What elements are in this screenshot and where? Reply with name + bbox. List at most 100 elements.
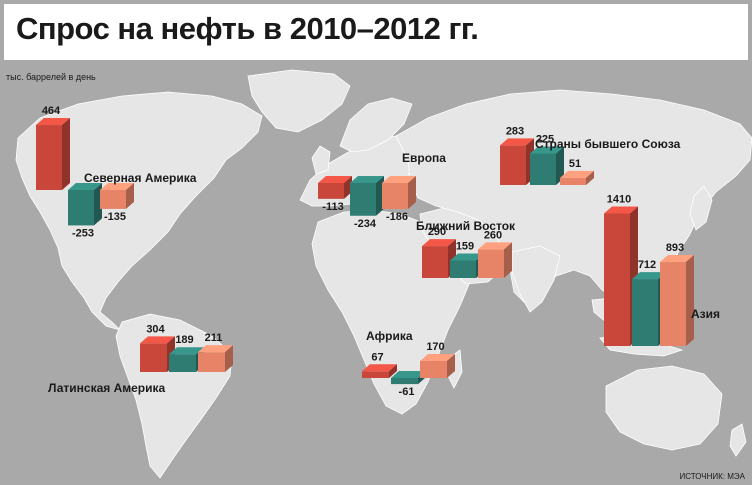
bar-side <box>62 118 70 190</box>
bar <box>362 364 397 378</box>
scandinavia-landmass <box>339 97 413 153</box>
value-label: 260 <box>484 229 502 241</box>
bar-top <box>391 371 426 378</box>
bar-front <box>632 279 658 346</box>
bar-front <box>660 262 686 346</box>
bar-side <box>686 255 694 346</box>
bar-front <box>100 190 126 209</box>
bar-front <box>422 246 448 278</box>
bar-front <box>169 354 196 372</box>
uk-landmass <box>311 145 331 175</box>
north-america-landmass <box>15 91 263 331</box>
bar <box>100 183 134 209</box>
bar-front <box>391 378 418 385</box>
bar <box>198 345 233 372</box>
bar-front <box>36 125 62 190</box>
value-label: 51 <box>569 158 581 170</box>
region-group: 1410 712 893 Азия <box>604 193 720 346</box>
bar-side <box>126 183 134 209</box>
bar-top <box>68 183 102 190</box>
bar <box>382 176 416 210</box>
value-label: -61 <box>399 386 415 398</box>
bar-front <box>560 177 586 185</box>
bar-top <box>318 176 352 183</box>
bar-top <box>420 354 455 361</box>
bar <box>660 255 694 346</box>
bar-side <box>389 364 397 378</box>
region-label: Европа <box>402 151 446 165</box>
bar-front <box>382 183 408 210</box>
japan-landmass <box>689 185 713 231</box>
bar-front <box>478 249 504 278</box>
region-group: 283 225 51 Страны бывшего Союза <box>500 125 681 185</box>
bar-front <box>530 153 556 185</box>
bar-front <box>362 371 389 378</box>
bar <box>36 118 70 190</box>
bar <box>350 176 384 216</box>
bar <box>500 138 534 185</box>
bar <box>530 146 564 185</box>
value-label: -253 <box>72 227 94 239</box>
bar-side <box>408 176 416 210</box>
value-label: -113 <box>322 201 343 213</box>
bar-side <box>586 170 594 185</box>
bar <box>478 242 512 278</box>
bar-front <box>604 213 630 346</box>
india-landmass <box>511 245 561 313</box>
value-label: 170 <box>426 341 444 353</box>
value-label: 1410 <box>607 193 631 205</box>
bar-top <box>350 176 384 183</box>
bar-top <box>500 138 534 146</box>
bar-front <box>140 343 167 372</box>
bar <box>68 183 102 226</box>
bar-top <box>198 345 233 353</box>
region-label: Латинская Америка <box>48 381 166 395</box>
bar-top <box>36 118 70 126</box>
region-group: 464 -253 -135 Северная Америка <box>36 105 197 239</box>
value-label: 283 <box>506 125 524 137</box>
value-label: 464 <box>42 105 61 117</box>
value-label: -234 <box>354 218 377 230</box>
bar-front <box>450 260 476 278</box>
bar-side <box>225 345 233 372</box>
region-label: Страны бывшего Союза <box>535 137 681 151</box>
bar <box>318 176 352 199</box>
bar-top <box>422 239 456 247</box>
bar-top <box>100 183 134 190</box>
region-group: 304 189 211 Латинская Америка <box>48 323 233 395</box>
bar-top <box>362 364 397 372</box>
region-group: -113 -234 -186 Европа <box>318 151 446 230</box>
value-label: 304 <box>146 323 165 335</box>
bar-top <box>169 347 204 355</box>
bar-groups: 464 -253 -135 Северная Америка -113 -234 -186 Е… <box>36 105 720 398</box>
value-label: 225 <box>536 134 554 146</box>
chart-title: Спрос на нефть в 2010–2012 гг. <box>16 11 479 46</box>
bar-front <box>198 352 225 372</box>
new-zealand-landmass <box>729 423 747 457</box>
region-label: Азия <box>691 307 720 321</box>
bar-side <box>556 146 564 185</box>
bar-top <box>382 176 416 183</box>
bar-top <box>660 255 694 263</box>
title-banner: Спрос на нефть в 2010–2012 гг. <box>4 4 748 60</box>
greenland-landmass <box>247 69 351 133</box>
source-note: ИСТОЧНИК: МЭА <box>679 472 745 481</box>
bar-top <box>604 206 638 214</box>
region-label: Северная Америка <box>84 171 197 185</box>
bar-front <box>350 183 376 216</box>
value-label: 189 <box>175 334 193 346</box>
value-label: 159 <box>456 241 474 253</box>
region-label: Африка <box>366 329 413 343</box>
bar-front <box>318 183 344 199</box>
value-label: -186 <box>386 211 408 223</box>
bar-side <box>447 354 455 378</box>
value-label: 893 <box>666 242 684 254</box>
bar-front <box>420 361 447 378</box>
bar <box>604 206 638 346</box>
unit-label: тыс. баррелей в день <box>6 72 96 82</box>
value-label: 211 <box>205 332 223 344</box>
bar-top <box>560 170 594 178</box>
